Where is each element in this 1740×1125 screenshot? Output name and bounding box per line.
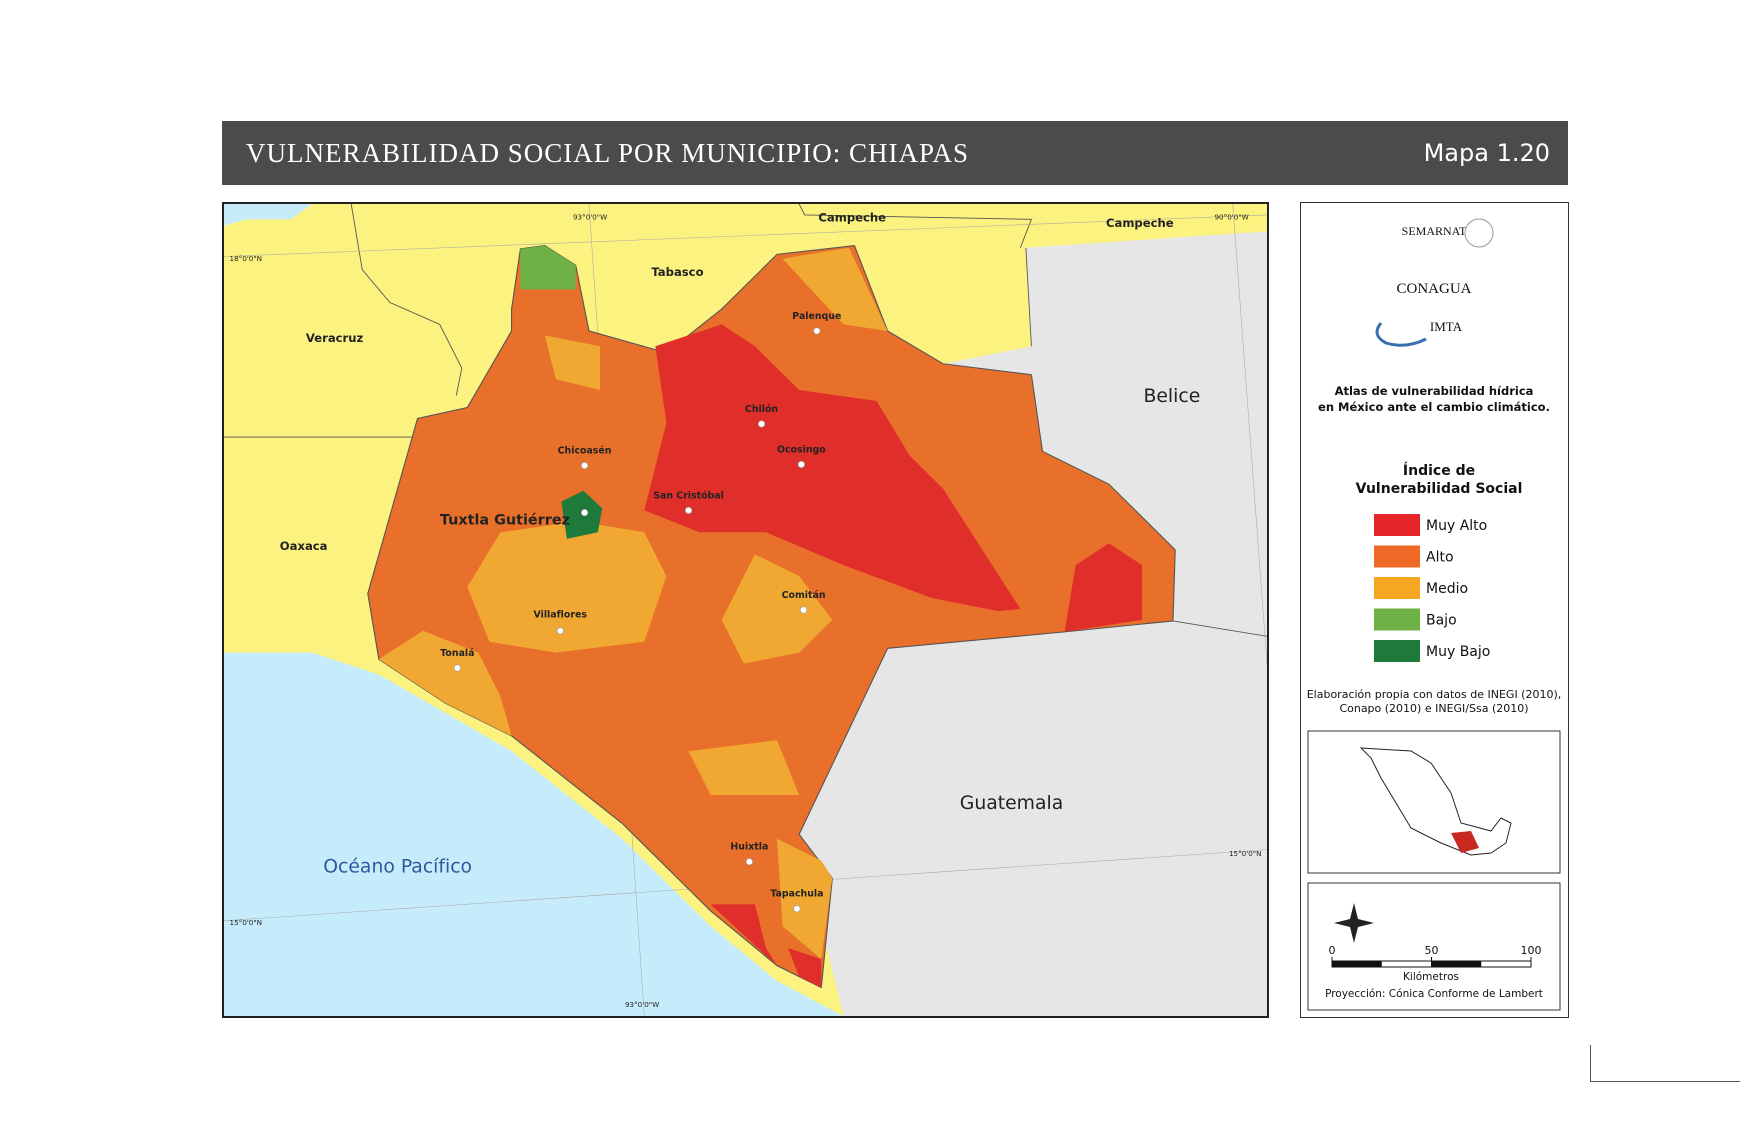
zone-medio bbox=[378, 630, 512, 736]
coordinate-label: 90°0'0"W bbox=[1214, 212, 1248, 221]
map: Campeche Campeche Tabasco Veracruz Belic… bbox=[224, 204, 1267, 1016]
city-label: Ocosingo bbox=[777, 444, 826, 455]
logo-imta: IMTA bbox=[1430, 319, 1463, 334]
scale-tick-label: 0 bbox=[1329, 944, 1336, 957]
legend-swatch bbox=[1374, 608, 1420, 631]
city-label: Huixtla bbox=[730, 842, 768, 853]
city-label: Tonalá bbox=[440, 648, 474, 659]
zone-medio bbox=[782, 247, 888, 331]
legend-label: Alto bbox=[1426, 550, 1454, 566]
coordinate-label: 93°0'0"W bbox=[573, 212, 607, 221]
scale-tick-label: 50 bbox=[1425, 944, 1439, 957]
scale-bar: 0 50 100 bbox=[1329, 944, 1542, 968]
header-bar: VULNERABILIDAD SOCIAL POR MUNICIPIO: CHI… bbox=[222, 121, 1568, 185]
country-label: Belice bbox=[1143, 386, 1200, 407]
scale-unit: Kilómetros bbox=[1403, 971, 1459, 983]
source-note: Elaboración propia con datos de INEGI (2… bbox=[1307, 688, 1562, 701]
city-label: Villaflores bbox=[534, 610, 588, 621]
coordinate-label: 15°0'0"N bbox=[230, 918, 263, 927]
map-title: VULNERABILIDAD SOCIAL POR MUNICIPIO: CHI… bbox=[246, 138, 970, 168]
zone-medio bbox=[467, 521, 667, 653]
scale-tick-label: 100 bbox=[1521, 944, 1542, 957]
city-label: Tapachula bbox=[770, 889, 823, 900]
country-label: Guatemala bbox=[960, 793, 1063, 814]
map-number: Mapa 1.20 bbox=[1423, 139, 1550, 167]
region-label: Campeche bbox=[818, 211, 886, 225]
city-label: Chilón bbox=[745, 404, 778, 415]
legend-title: Vulnerabilidad Social bbox=[1356, 481, 1523, 497]
ocean bbox=[224, 652, 844, 1016]
region-label: Campeche bbox=[1106, 216, 1174, 230]
zone-medio bbox=[544, 335, 601, 391]
legend-title: Índice de bbox=[1403, 462, 1475, 479]
legend-swatch bbox=[1374, 545, 1420, 568]
capital-label: Tuxtla Gutiérrez bbox=[440, 513, 570, 529]
legend-label: Muy Bajo bbox=[1426, 644, 1490, 660]
scale-segment bbox=[1431, 961, 1482, 967]
city-dots bbox=[453, 327, 821, 913]
coordinate-label: 15°0'0"N bbox=[1229, 849, 1262, 858]
legend-swatch bbox=[1374, 640, 1420, 662]
zone-medio bbox=[688, 740, 800, 795]
city-label: Palenque bbox=[792, 311, 841, 322]
neighbor-country bbox=[799, 231, 1267, 1016]
inset-mexico bbox=[1359, 747, 1512, 856]
inset-chiapas bbox=[1451, 831, 1479, 853]
logo-seal bbox=[1464, 218, 1494, 248]
legend-label: Muy Alto bbox=[1426, 518, 1487, 534]
coordinate-label: 18°0'0"N bbox=[230, 254, 263, 263]
atlas-title: en México ante el cambio climático. bbox=[1318, 400, 1550, 414]
city-label: San Cristóbal bbox=[653, 490, 724, 501]
source-note: Conapo (2010) e INEGI/Ssa (2010) bbox=[1339, 702, 1528, 715]
logo-semarnat: SEMARNAT bbox=[1402, 224, 1467, 238]
zone-medio bbox=[721, 554, 833, 664]
page-corner bbox=[1590, 1045, 1740, 1082]
atlas-title: Atlas de vulnerabilidad hídrica bbox=[1335, 384, 1534, 398]
zone-muy-alto bbox=[644, 324, 1021, 612]
legend-label: Bajo bbox=[1426, 613, 1457, 629]
panel: SEMARNAT CONAGUA IMTA Atlas de vulnerabi… bbox=[1307, 218, 1562, 1011]
legend-swatch bbox=[1374, 577, 1420, 599]
legend: Muy Alto Alto Medio Bajo Muy Bajo bbox=[1374, 514, 1490, 662]
logo-conagua: CONAGUA bbox=[1397, 281, 1472, 297]
legend-swatch bbox=[1374, 514, 1420, 536]
scale-segment bbox=[1332, 961, 1382, 967]
logo-wave bbox=[1375, 322, 1427, 347]
zone-muy-alto bbox=[788, 948, 822, 988]
city-label: Chicoasén bbox=[558, 446, 612, 457]
projection: Proyección: Cónica Conforme de Lambert bbox=[1325, 988, 1543, 1000]
zone-muy-alto bbox=[1064, 543, 1143, 632]
zone-medio bbox=[777, 838, 833, 960]
scale-frame bbox=[1307, 882, 1561, 1011]
coordinate-label: 93°0'0"W bbox=[625, 1000, 659, 1009]
map-frame: Campeche Campeche Tabasco Veracruz Belic… bbox=[222, 202, 1269, 1018]
zone-bajo bbox=[520, 245, 576, 290]
legend-label: Medio bbox=[1426, 581, 1468, 597]
gulf-water bbox=[224, 204, 313, 226]
region-label: Veracruz bbox=[306, 331, 364, 345]
north-arrow bbox=[1334, 903, 1374, 943]
region-label: Oaxaca bbox=[280, 539, 328, 553]
city-label: Comitán bbox=[782, 590, 826, 601]
region-label: Tabasco bbox=[651, 265, 703, 279]
side-panel: SEMARNAT CONAGUA IMTA Atlas de vulnerabi… bbox=[1300, 202, 1569, 1018]
ocean-label: Océano Pacífico bbox=[323, 857, 472, 878]
